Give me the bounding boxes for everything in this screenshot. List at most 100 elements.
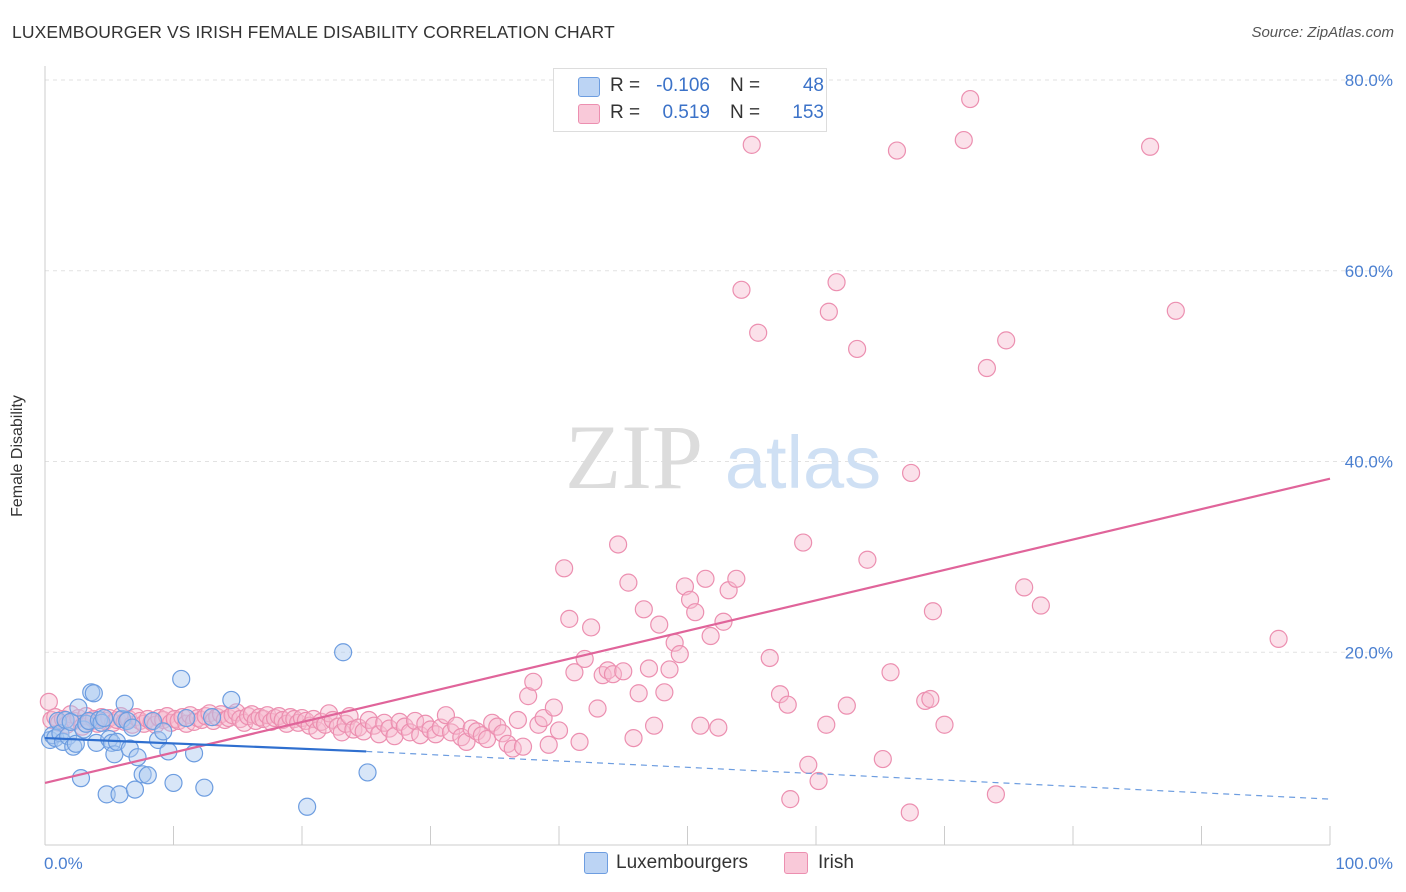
irish-point bbox=[462, 719, 481, 738]
y-tick-label: 20.0% bbox=[1345, 643, 1393, 662]
irish-point bbox=[858, 550, 877, 569]
luxembourgers-point bbox=[125, 780, 145, 799]
luxembourgers-point bbox=[358, 763, 377, 782]
irish-point bbox=[961, 89, 980, 109]
luxembourgers-point bbox=[177, 708, 196, 728]
irish-point bbox=[634, 600, 653, 619]
irish-point bbox=[709, 718, 728, 737]
legend-swatch-luxembourgers bbox=[578, 77, 600, 97]
irish-point bbox=[986, 785, 1006, 804]
irish-point bbox=[447, 716, 466, 735]
irish-point bbox=[900, 803, 919, 822]
chart-title: LUXEMBOURGER VS IRISH FEMALE DISABILITY … bbox=[12, 22, 615, 42]
luxembourgers-point bbox=[138, 766, 157, 785]
irish-point bbox=[644, 716, 664, 735]
luxembourgers-point bbox=[84, 684, 103, 703]
irish-point bbox=[901, 463, 921, 483]
irish-point bbox=[508, 710, 527, 730]
irish-point bbox=[819, 302, 838, 321]
irish-point bbox=[727, 569, 746, 588]
source-label: Source: ZipAtlas.com bbox=[1251, 24, 1394, 41]
irish-point bbox=[1269, 629, 1288, 648]
irish-point bbox=[781, 790, 800, 809]
luxembourgers-trend-extension bbox=[366, 750, 1331, 800]
irish-point bbox=[614, 662, 633, 681]
irish-point bbox=[549, 721, 569, 740]
irish-point bbox=[997, 331, 1016, 350]
irish-point bbox=[675, 577, 695, 596]
irish-point bbox=[1166, 301, 1185, 320]
irish-point bbox=[799, 755, 818, 774]
irish-point bbox=[696, 569, 715, 588]
grid-lines bbox=[45, 79, 1392, 653]
irish-point bbox=[364, 716, 384, 735]
irish-point bbox=[629, 684, 648, 703]
irish-point bbox=[588, 699, 607, 718]
irish-point bbox=[670, 645, 689, 664]
luxembourgers-point bbox=[222, 690, 241, 710]
luxembourgers-trend-line bbox=[44, 736, 367, 753]
luxembourgers-point bbox=[298, 797, 317, 816]
irish-point bbox=[881, 663, 900, 682]
x-tick-label: 0.0% bbox=[44, 854, 83, 873]
luxembourgers-point bbox=[95, 708, 114, 728]
irish-point bbox=[400, 723, 420, 742]
irish-point bbox=[701, 626, 720, 646]
watermark-atlas: atlas bbox=[725, 421, 881, 504]
irish-point bbox=[370, 725, 389, 744]
irish-point bbox=[809, 771, 828, 791]
luxembourgers-point bbox=[133, 765, 152, 784]
irish-point bbox=[493, 724, 512, 743]
irish-point bbox=[660, 660, 679, 679]
irish-point bbox=[603, 665, 623, 684]
irish-trend-line bbox=[44, 477, 1331, 784]
luxembourgers-point bbox=[123, 718, 142, 737]
irish-point bbox=[570, 732, 589, 752]
watermark-zip: ZIP bbox=[565, 406, 703, 508]
irish-point bbox=[837, 696, 856, 715]
irish-point bbox=[686, 603, 705, 622]
luxembourgers-point bbox=[172, 669, 191, 689]
bottom-legend-label-irish: Irish bbox=[818, 852, 854, 873]
irish-point bbox=[1140, 137, 1160, 156]
luxembourgers-point bbox=[69, 698, 88, 717]
irish-point bbox=[760, 648, 779, 668]
luxembourgers-point bbox=[202, 708, 222, 727]
irish-point bbox=[375, 713, 394, 732]
irish-point bbox=[405, 711, 425, 731]
trend-lines bbox=[44, 477, 1331, 800]
luxembourgers-point bbox=[154, 722, 173, 741]
irish-point bbox=[395, 717, 414, 736]
legend-swatch-irish bbox=[578, 104, 600, 124]
luxembourgers-point bbox=[164, 773, 183, 793]
irish-point bbox=[954, 130, 973, 150]
luxembourgers-point bbox=[110, 785, 129, 804]
irish-point bbox=[565, 663, 584, 682]
irish-point bbox=[921, 689, 940, 709]
irish-point bbox=[639, 659, 659, 678]
legend-r-label: R = bbox=[610, 102, 641, 123]
stats-legend: R = -0.106 N = 48 R = 0.519 N = 153 bbox=[553, 68, 827, 132]
irish-point bbox=[582, 618, 601, 637]
irish-point bbox=[524, 672, 543, 691]
y-tick-label: 80.0% bbox=[1345, 71, 1393, 90]
irish-point bbox=[923, 602, 943, 621]
irish-point bbox=[519, 687, 538, 706]
irish-point bbox=[742, 135, 761, 154]
irish-point bbox=[794, 533, 813, 552]
irish-point bbox=[732, 280, 751, 299]
luxembourgers-point bbox=[59, 727, 78, 746]
legend-n-value: 153 bbox=[792, 102, 824, 123]
axes bbox=[44, 66, 1331, 846]
bottom-legend-swatch-irish bbox=[784, 852, 808, 874]
irish-point bbox=[650, 615, 669, 634]
irish-point bbox=[609, 535, 628, 554]
luxembourgers-point bbox=[92, 713, 111, 732]
luxembourgers-point bbox=[97, 785, 116, 804]
irish-point bbox=[691, 716, 710, 735]
y-tick-labels: 20.0% 40.0% 60.0% 80.0% 0.0% 100.0% bbox=[44, 71, 1393, 873]
bottom-legend-swatch-luxembourgers bbox=[584, 852, 608, 874]
irish-point bbox=[827, 273, 846, 292]
irish-point bbox=[655, 683, 674, 702]
